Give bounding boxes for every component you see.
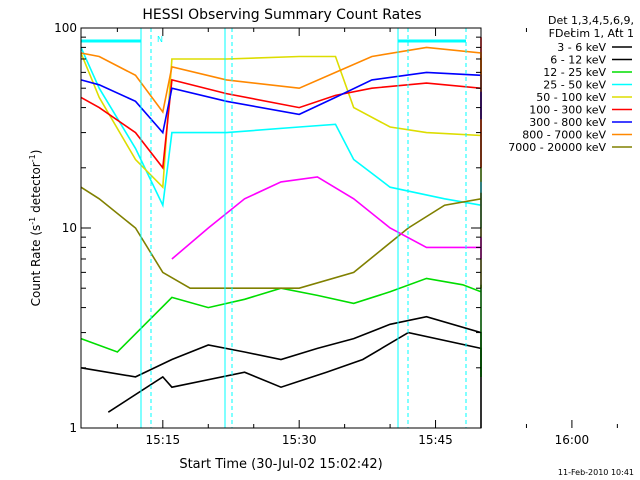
legend-label-2: 12 - 25 keV bbox=[543, 66, 606, 79]
legend-header-2: FDecim 1, Att 1 bbox=[549, 27, 634, 40]
y-axis-label: Count Rate (s-1 detector-1) bbox=[28, 150, 43, 307]
legend-label-8: 7000 - 20000 keV bbox=[508, 141, 606, 154]
legend-label-5: 100 - 300 keV bbox=[529, 104, 606, 117]
legend-label-7: 800 - 7000 keV bbox=[522, 129, 606, 142]
legend-label-3: 25 - 50 keV bbox=[543, 79, 606, 92]
legend-label-4: 50 - 100 keV bbox=[536, 91, 606, 104]
y-tick-label: 100 bbox=[54, 21, 77, 35]
x-tick-label: 16:00 bbox=[555, 433, 590, 447]
mode-markers: N bbox=[81, 28, 467, 428]
x-tick-label: 15:15 bbox=[146, 433, 181, 447]
legend-label-6: 300 - 800 keV bbox=[529, 116, 606, 129]
x-tick-label: 15:45 bbox=[418, 433, 453, 447]
y-tick-label: 1 bbox=[69, 421, 77, 435]
y-tick-label: 10 bbox=[62, 221, 77, 235]
legend-label-0: 3 - 6 keV bbox=[557, 41, 606, 54]
timestamp: 11-Feb-2010 10:41 bbox=[558, 468, 634, 477]
n-marker-label: N bbox=[157, 35, 163, 44]
x-axis-label: Start Time (30-Jul-02 15:02:42) bbox=[179, 457, 382, 472]
legend-label-1: 6 - 12 keV bbox=[550, 54, 606, 67]
legend-header-1: Det 1,3,4,5,6,9, bbox=[548, 14, 634, 27]
chart-title: HESSI Observing Summary Count Rates bbox=[142, 7, 421, 23]
legend: Det 1,3,4,5,6,9, FDecim 1, Att 1 3 - 6 k… bbox=[508, 14, 634, 154]
x-tick-label: 15:30 bbox=[282, 433, 317, 447]
